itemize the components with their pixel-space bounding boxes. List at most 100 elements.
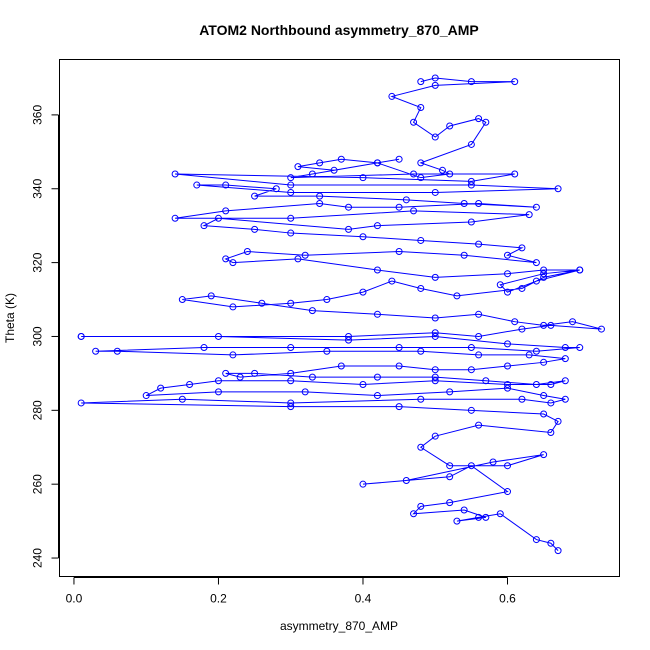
data-point <box>337 362 345 370</box>
data-point <box>236 373 244 381</box>
data-point <box>316 192 324 200</box>
data-point <box>467 78 475 86</box>
data-point <box>222 369 230 377</box>
data-point <box>308 373 316 381</box>
data-point <box>446 388 454 396</box>
data-point <box>402 196 410 204</box>
data-point <box>467 406 475 414</box>
data-point <box>532 347 540 355</box>
data-point <box>446 170 454 178</box>
data-point <box>395 362 403 370</box>
data-point <box>467 366 475 374</box>
data-point <box>467 218 475 226</box>
data-point <box>214 388 222 396</box>
data-point <box>475 240 483 248</box>
data-point <box>214 214 222 222</box>
data-point <box>467 344 475 352</box>
data-point <box>222 181 230 189</box>
data-point <box>475 421 483 429</box>
data-point <box>561 355 569 363</box>
y-tick-label: 340 <box>31 178 45 198</box>
data-point <box>294 163 302 171</box>
data-point <box>540 270 548 278</box>
data-point <box>475 200 483 208</box>
data-point <box>460 251 468 259</box>
data-point <box>395 403 403 411</box>
data-point <box>373 266 381 274</box>
data-point <box>222 207 230 215</box>
y-tick-label: 260 <box>31 474 45 494</box>
data-point <box>395 248 403 256</box>
data-point <box>287 399 295 407</box>
data-point <box>373 159 381 167</box>
data-point <box>77 399 85 407</box>
data-point <box>395 155 403 163</box>
data-point <box>287 188 295 196</box>
data-point <box>569 318 577 326</box>
data-point <box>467 177 475 185</box>
data-point <box>323 296 331 304</box>
data-point <box>475 310 483 318</box>
data-point <box>301 251 309 259</box>
x-tick-label: 0.4 <box>355 592 372 606</box>
data-point <box>446 473 454 481</box>
data-point <box>178 395 186 403</box>
data-point <box>395 203 403 211</box>
data-point <box>511 318 519 326</box>
data-point <box>525 211 533 219</box>
data-point <box>475 115 483 123</box>
y-axis-label: Theta (K) <box>3 293 17 343</box>
plot-frame <box>59 59 620 577</box>
data-point <box>504 488 511 496</box>
data-point <box>287 377 295 385</box>
data-series-layer <box>77 74 605 555</box>
data-point <box>417 395 425 403</box>
data-point <box>504 270 511 278</box>
data-point <box>532 277 540 285</box>
data-point <box>561 395 569 403</box>
chart-title: ATOM2 Northbound asymmetry_870_AMP <box>199 22 479 38</box>
data-point <box>251 369 259 377</box>
data-point <box>373 310 381 318</box>
data-point <box>547 428 555 436</box>
data-point <box>417 159 425 167</box>
data-point <box>287 369 295 377</box>
data-point <box>453 292 461 300</box>
data-point <box>431 133 439 141</box>
data-point <box>417 284 425 292</box>
data-point <box>373 373 381 381</box>
data-point <box>446 122 454 130</box>
data-point <box>504 380 511 388</box>
data-point <box>207 292 215 300</box>
data-point <box>467 462 475 470</box>
data-point <box>431 81 439 89</box>
data-point <box>410 118 418 126</box>
y-tick-label: 360 <box>31 105 45 125</box>
data-point <box>438 166 446 174</box>
data-point <box>113 347 121 355</box>
data-point <box>460 506 468 514</box>
data-point <box>410 510 418 518</box>
y-axis: 240 260 280 300 320 340 360 <box>31 105 59 568</box>
x-axis-label: asymmetry_870_AMP <box>280 619 398 633</box>
data-point <box>496 510 504 518</box>
data-point <box>504 384 511 392</box>
data-point <box>359 380 367 388</box>
data-point <box>359 233 367 241</box>
data-point <box>229 303 237 311</box>
data-point <box>504 462 511 470</box>
data-point <box>496 281 504 289</box>
data-point <box>77 332 85 340</box>
data-point <box>511 78 519 86</box>
data-point <box>540 266 548 274</box>
data-point <box>417 347 425 355</box>
y-tick-label: 240 <box>31 548 45 568</box>
data-point <box>540 392 548 400</box>
data-point <box>467 140 475 148</box>
x-tick-label: 0.0 <box>66 592 83 606</box>
data-point <box>525 351 533 359</box>
data-point <box>214 377 222 385</box>
data-point <box>532 203 540 211</box>
data-point <box>417 236 425 244</box>
